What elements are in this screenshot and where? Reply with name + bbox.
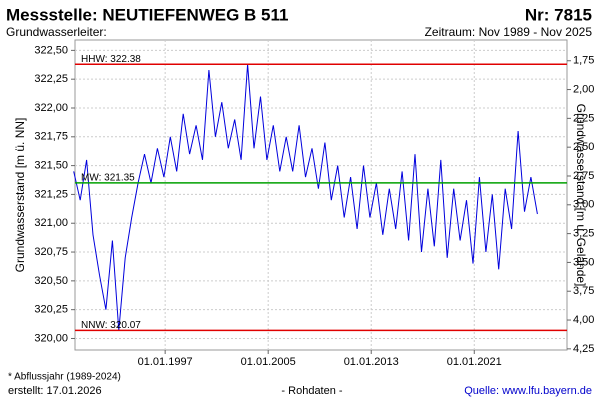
y-tick-label: 322,50 [34,44,68,56]
reference-label: NNW: 320.07 [81,320,141,331]
y-tick-label: 321,50 [34,160,68,172]
y2-tick-label: 2,75 [573,170,594,182]
x-tick-label: 01.01.2021 [447,356,502,368]
y-tick-label: 321,75 [34,131,68,143]
x-tick-label: 01.01.2013 [344,356,399,368]
y2-tick-label: 4,00 [573,314,594,326]
reference-label: HHW: 322.38 [81,54,141,65]
y-tick-label: 321,00 [34,217,68,229]
y-axis-label: Grundwasserstand [m ü. NN] [13,118,27,273]
x-tick-label: 01.01.2005 [241,356,296,368]
subtitle-right: Zeitraum: Nov 1989 - Nov 2025 [425,25,593,39]
chart-title: Messstelle: NEUTIEFENWEG B 511 [6,5,288,24]
y2-tick-label: 2,50 [573,141,594,153]
footnote: * Abflussjahr (1989-2024) [8,372,121,383]
x-tick-label: 01.01.1997 [138,356,193,368]
source[interactable]: Quelle: www.lfu.bayern.de [464,385,592,397]
data-note: - Rohdaten - [281,385,342,397]
y2-tick-label: 3,75 [573,285,594,297]
y2-tick-label: 2,25 [573,112,594,124]
y2-tick-label: 3,50 [573,256,594,268]
y2-tick-label: 3,00 [573,199,594,211]
reference-label: MW: 321.35 [81,173,135,184]
y-tick-label: 322,25 [34,73,68,85]
plot-area [74,39,568,351]
y-tick-label: 321,25 [34,188,68,200]
y-tick-label: 322,00 [34,102,68,114]
subtitle-left: Grundwasserleiter: [6,25,107,39]
y2-tick-label: 2,00 [573,83,594,95]
y-tick-label: 320,75 [34,246,68,258]
created-date: erstellt: 17.01.2026 [8,385,102,397]
y2-tick-label: 3,25 [573,228,594,240]
y2-tick-label: 1,75 [573,55,594,67]
station-number: Nr: 7815 [525,5,592,24]
y2-tick-label: 4,25 [573,343,594,355]
y2-axis-label: Grundwasserstand [m u. Gelände] [574,104,588,287]
y-tick-label: 320,00 [34,332,68,344]
y-tick-label: 320,25 [34,304,68,316]
y-tick-label: 320,50 [34,275,68,287]
